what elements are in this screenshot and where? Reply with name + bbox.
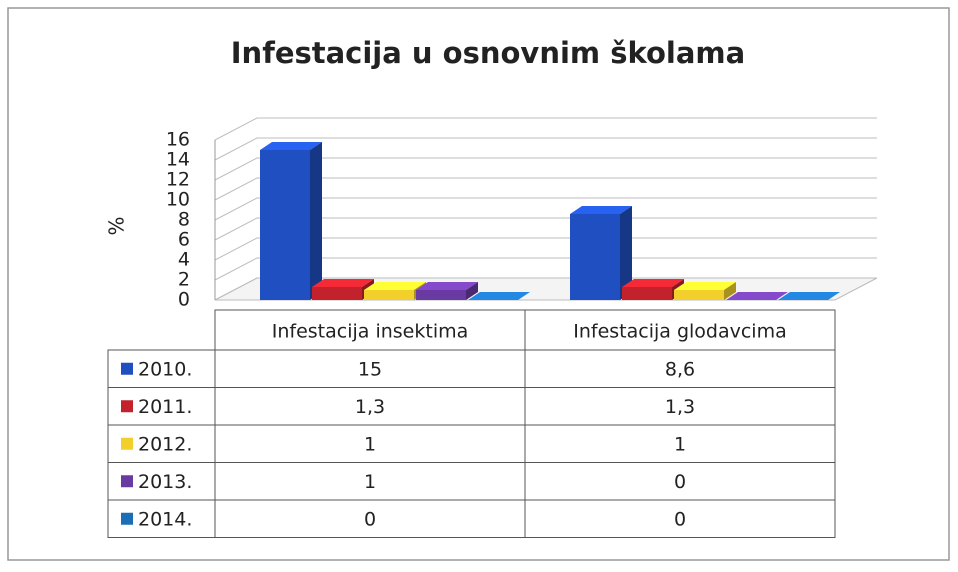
legend-label: 2014. (138, 508, 192, 530)
bar (312, 287, 362, 300)
legend-label: 2013. (138, 471, 192, 493)
legend-swatch (121, 475, 133, 487)
legend-swatch (121, 513, 133, 525)
bar (416, 290, 466, 300)
data-label: 1 (364, 433, 376, 455)
legend-label: 2011. (138, 396, 192, 418)
grid-line (215, 118, 877, 140)
legend-swatch (121, 400, 133, 412)
data-label: 0 (674, 508, 686, 530)
y-tick-label: 16 (166, 129, 190, 151)
legend-label: 2010. (138, 358, 192, 380)
bar (570, 214, 620, 300)
y-tick-label: 8 (178, 209, 190, 231)
y-tick-label: 14 (166, 149, 190, 171)
data-label: 1,3 (355, 396, 385, 418)
y-tick-label: 0 (178, 289, 190, 311)
y-tick-label: 4 (178, 249, 190, 271)
bar-side (310, 142, 322, 300)
y-tick-label: 12 (166, 169, 190, 191)
data-label: 1 (674, 433, 686, 455)
data-label: 15 (358, 358, 382, 380)
x-tick-label: Infestacija glodavcima (573, 321, 787, 343)
chart-title: Infestacija u osnovnim školama (231, 36, 745, 70)
y-tick-label: 2 (178, 269, 190, 291)
data-label: 1 (364, 471, 376, 493)
data-label: 0 (364, 508, 376, 530)
bar (260, 150, 310, 300)
bar (674, 290, 724, 300)
data-label: 1,3 (665, 396, 695, 418)
bar (364, 290, 414, 300)
data-label: 0 (674, 471, 686, 493)
x-tick-label: Infestacija insektima (272, 321, 469, 343)
legend-swatch (121, 438, 133, 450)
legend-swatch (121, 363, 133, 375)
y-axis-label: % (105, 216, 129, 235)
data-label: 8,6 (665, 358, 695, 380)
legend-label: 2012. (138, 433, 192, 455)
y-tick-label: 10 (166, 189, 190, 211)
bar (622, 287, 672, 300)
y-tick-label: 6 (178, 229, 190, 251)
